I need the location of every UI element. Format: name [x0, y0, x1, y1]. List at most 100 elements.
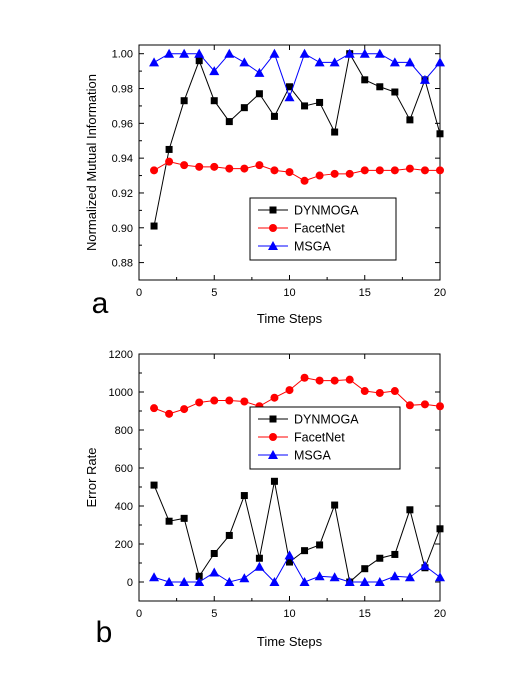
data-point [330, 169, 339, 178]
legend: DYNMOGA FacetNet MSGA [249, 406, 401, 470]
data-point [210, 97, 218, 105]
data-point [270, 393, 279, 402]
data-point [285, 386, 294, 395]
data-point [150, 166, 159, 175]
series-facetnet [150, 373, 444, 418]
data-point [359, 577, 370, 586]
data-point [164, 48, 175, 58]
y-tick-label: 800 [115, 425, 133, 437]
legend-marker [269, 415, 277, 423]
data-point [239, 573, 250, 583]
y-tick-label: 0.92 [112, 188, 133, 200]
data-point [180, 97, 188, 105]
data-point [165, 517, 173, 525]
data-point [435, 57, 445, 67]
x-axis-label: Time Steps [257, 634, 323, 649]
data-point [359, 48, 370, 58]
data-point [344, 577, 355, 586]
data-point [209, 66, 220, 76]
data-point [376, 83, 384, 91]
data-point [329, 57, 340, 67]
x-tick-label: 20 [434, 287, 446, 299]
legend-label: MSGA [294, 449, 331, 463]
data-point [420, 400, 429, 409]
data-point [284, 550, 295, 560]
data-point [285, 168, 294, 177]
data-point [404, 572, 415, 582]
data-point [299, 577, 310, 586]
data-point [316, 98, 324, 106]
data-point [315, 376, 324, 385]
x-tick-label: 0 [136, 608, 142, 620]
data-point [150, 404, 159, 413]
legend-marker [269, 206, 277, 214]
data-point [389, 571, 400, 581]
panel-letter: a [92, 287, 109, 320]
series-line [153, 481, 441, 583]
data-point [224, 48, 235, 58]
data-point [314, 571, 325, 581]
data-point [360, 387, 369, 396]
series-msga [149, 48, 445, 102]
data-point [225, 118, 233, 126]
data-point [331, 128, 339, 136]
legend-label: DYNMOGA [294, 413, 359, 427]
data-point [374, 48, 385, 58]
y-tick-label: 0.90 [112, 223, 133, 235]
y-tick-label: 0.98 [112, 84, 133, 96]
data-point [299, 48, 310, 58]
y-tick-label: 1200 [109, 349, 133, 361]
data-point [240, 492, 248, 500]
chart-panel-a: 0 5 10 15 20 0.88 0.90 0.92 0.94 0.96 0.98 1.00 Time… [84, 44, 446, 326]
data-point [210, 396, 219, 405]
data-point [224, 577, 235, 586]
data-point [300, 176, 309, 185]
data-point [179, 577, 190, 586]
data-point [314, 57, 325, 67]
data-point [179, 48, 190, 58]
data-point [194, 48, 205, 58]
data-point [405, 164, 414, 173]
data-point [374, 577, 385, 586]
data-point [404, 57, 415, 67]
data-point [210, 550, 218, 557]
data-point [180, 405, 189, 414]
data-point [375, 166, 384, 175]
data-point [436, 130, 444, 138]
data-point [391, 550, 399, 558]
data-point [254, 67, 265, 77]
y-tick-label: 400 [115, 501, 133, 513]
data-point [270, 166, 279, 175]
data-point [270, 112, 278, 120]
legend-marker [269, 224, 277, 232]
legend-marker [268, 241, 278, 250]
legend-label: DYNMOGA [294, 204, 359, 218]
data-point [345, 169, 354, 178]
data-point [180, 161, 189, 170]
data-point [391, 88, 399, 96]
data-point [375, 388, 384, 397]
data-point [240, 164, 249, 173]
data-point [150, 481, 158, 489]
data-point [315, 171, 324, 180]
data-point [436, 525, 444, 533]
data-point [149, 572, 160, 582]
data-point [255, 554, 263, 562]
series-msga [149, 550, 445, 586]
legend-label: FacetNet [294, 431, 345, 445]
data-point [361, 565, 369, 573]
data-point [361, 76, 369, 84]
data-point [240, 397, 249, 406]
data-point [270, 477, 278, 485]
y-tick-label: 0 [127, 577, 133, 589]
legend-label: MSGA [294, 240, 331, 254]
y-tick-label: 0.94 [112, 153, 133, 165]
data-point [344, 48, 355, 58]
data-point [195, 162, 204, 171]
legend-label: FacetNet [294, 222, 345, 236]
data-point [180, 514, 188, 522]
data-point [255, 90, 263, 98]
panel-letter: b [96, 616, 113, 649]
